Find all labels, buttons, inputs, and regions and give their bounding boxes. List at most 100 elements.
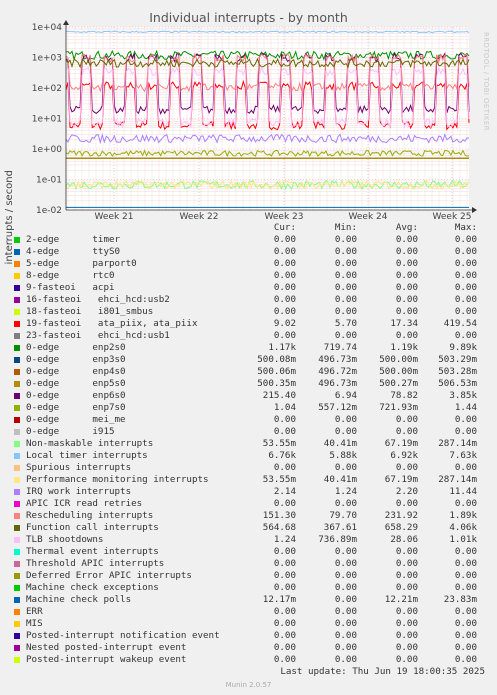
legend-avg-value: 28.06 xyxy=(390,534,418,545)
legend-swatch xyxy=(14,489,20,495)
legend-max-value: 0.00 xyxy=(454,570,477,581)
legend-swatch xyxy=(14,561,20,567)
legend-swatch xyxy=(14,609,20,615)
legend-swatch xyxy=(14,525,20,531)
legend-row: Performance monitoring interrupts 53.55m 4… xyxy=(0,474,497,486)
legend-cur-value: 0.00 xyxy=(273,234,296,245)
legend-min-value: 367.61 xyxy=(323,522,357,533)
legend-header: Cur: Min: Avg: Max: xyxy=(0,222,497,234)
legend-min-value: 0.00 xyxy=(334,234,357,245)
legend-min-value: 0.00 xyxy=(334,630,357,641)
legend-avg-value: 0.00 xyxy=(395,270,418,281)
legend-max-value: 0.00 xyxy=(454,294,477,305)
legend-row: 5-edge parport0 0.00 0.00 0.00 0.00 xyxy=(0,258,497,270)
series-line xyxy=(65,149,470,158)
legend-label: 4-edge ttyS0 xyxy=(26,246,121,257)
legend-label: Spurious interrupts xyxy=(26,462,132,473)
legend-label: Function call interrupts xyxy=(26,522,159,533)
legend-label: MIS xyxy=(26,618,43,629)
legend-max-value: 1.89k xyxy=(449,510,477,521)
legend-max-value: 0.00 xyxy=(454,618,477,629)
legend-cur-value: 0.00 xyxy=(273,630,296,641)
legend-min-value: 0.00 xyxy=(334,606,357,617)
legend-avg-value: 0.00 xyxy=(395,546,418,557)
legend-label: Posted-interrupt wakeup event xyxy=(26,654,187,665)
legend-cur-value: 0.00 xyxy=(273,546,296,557)
legend-avg-value: 0.00 xyxy=(395,246,418,257)
legend-swatch xyxy=(14,621,20,627)
legend-swatch xyxy=(14,369,20,375)
legend-min-value: 40.41m xyxy=(323,438,357,449)
legend-avg-value: 0.00 xyxy=(395,582,418,593)
legend-avg-value: 1.19k xyxy=(390,342,418,353)
legend-avg-value: 500.00m xyxy=(379,366,418,377)
legend-cur-value: 0.00 xyxy=(273,282,296,293)
legend-row: 0-edge enp3s0 500.08m 496.73m 500.00m 503.29… xyxy=(0,354,497,366)
y-tick-label: 1e+03 xyxy=(32,54,62,64)
legend-row: ERR 0.00 0.00 0.00 0.00 xyxy=(0,606,497,618)
legend-row: 2-edge timer 0.00 0.00 0.00 0.00 xyxy=(0,234,497,246)
legend-min-value: 0.00 xyxy=(334,618,357,629)
legend-swatch xyxy=(14,309,20,315)
legend-label: 16-fasteoi ehci_hcd:usb2 xyxy=(26,294,170,305)
legend-swatch xyxy=(14,441,20,447)
series-line xyxy=(65,52,470,93)
legend-row: 19-fasteoi ata_piix, ata_piix 9.02 5.70 17.… xyxy=(0,318,497,330)
legend-min-value: 0.00 xyxy=(334,246,357,257)
legend-avg-value: 0.00 xyxy=(395,558,418,569)
legend-cur-value: 0.00 xyxy=(273,414,296,425)
legend-min-value: 0.00 xyxy=(334,414,357,425)
legend-label: 0-edge enp7s0 xyxy=(26,402,126,413)
legend-avg-value: 0.00 xyxy=(395,258,418,269)
legend-row: Non-maskable interrupts 53.55m 40.41m 67.19… xyxy=(0,438,497,450)
legend-label: 18-fasteoi i801_smbus xyxy=(26,306,154,317)
legend-row: Spurious interrupts 0.00 0.00 0.00 0.00 xyxy=(0,462,497,474)
legend-label: Thermal event interrupts xyxy=(26,546,159,557)
legend-min-value: 0.00 xyxy=(334,282,357,293)
legend-max-value: 11.44 xyxy=(449,486,477,497)
legend-min-value: 0.00 xyxy=(334,642,357,653)
legend-min-value: 0.00 xyxy=(334,498,357,509)
legend-swatch xyxy=(14,597,20,603)
legend-header-cell: Max: xyxy=(454,222,477,233)
legend-cur-value: 6.76k xyxy=(268,450,296,461)
legend-swatch xyxy=(14,585,20,591)
legend-min-value: 496.73m xyxy=(318,354,357,365)
series-line xyxy=(65,179,470,191)
legend-avg-value: 0.00 xyxy=(395,642,418,653)
legend-min-value: 736.89m xyxy=(318,534,357,545)
legend-avg-value: 0.00 xyxy=(395,630,418,641)
legend-max-value: 1.01k xyxy=(449,534,477,545)
legend-avg-value: 231.92 xyxy=(384,510,418,521)
legend-swatch xyxy=(14,417,20,423)
legend-swatch xyxy=(14,297,20,303)
legend-max-value: 287.14m xyxy=(438,438,477,449)
legend-swatch xyxy=(14,285,20,291)
x-tick-label: Week 22 xyxy=(180,212,219,222)
legend-row: 0-edge enp7s0 1.04 557.12m 721.93m 1.44 xyxy=(0,402,497,414)
legend-row: 0-edge enp4s0 500.06m 496.72m 500.00m 503.28… xyxy=(0,366,497,378)
legend-min-value: 557.12m xyxy=(318,402,357,413)
legend-max-value: 9.89k xyxy=(449,342,477,353)
legend-cur-value: 1.17k xyxy=(268,342,296,353)
series-line xyxy=(65,179,470,191)
legend-cur-value: 500.08m xyxy=(257,354,296,365)
legend-max-value: 0.00 xyxy=(454,246,477,257)
legend-row: Thermal event interrupts 0.00 0.00 0.00 0.00 xyxy=(0,546,497,558)
legend-min-value: 5.70 xyxy=(334,318,357,329)
legend-label: Rescheduling interrupts xyxy=(26,510,154,521)
legend-row: Threshold APIC interrupts 0.00 0.00 0.00 0.0… xyxy=(0,558,497,570)
legend-label: 0-edge enp3s0 xyxy=(26,354,126,365)
legend-swatch xyxy=(14,453,20,459)
legend-cur-value: 9.02 xyxy=(273,318,296,329)
legend-max-value: 0.00 xyxy=(454,462,477,473)
legend-label: Machine check exceptions xyxy=(26,582,159,593)
legend-min-value: 0.00 xyxy=(334,306,357,317)
legend-max-value: 0.00 xyxy=(454,642,477,653)
legend-label: Performance monitoring interrupts xyxy=(26,474,209,485)
legend-min-value: 40.41m xyxy=(323,474,357,485)
legend-row: Machine check polls 12.17m 0.00 12.21m 23.83… xyxy=(0,594,497,606)
legend-max-value: 0.00 xyxy=(454,270,477,281)
legend-max-value: 0.00 xyxy=(454,330,477,341)
series-line xyxy=(65,30,470,34)
